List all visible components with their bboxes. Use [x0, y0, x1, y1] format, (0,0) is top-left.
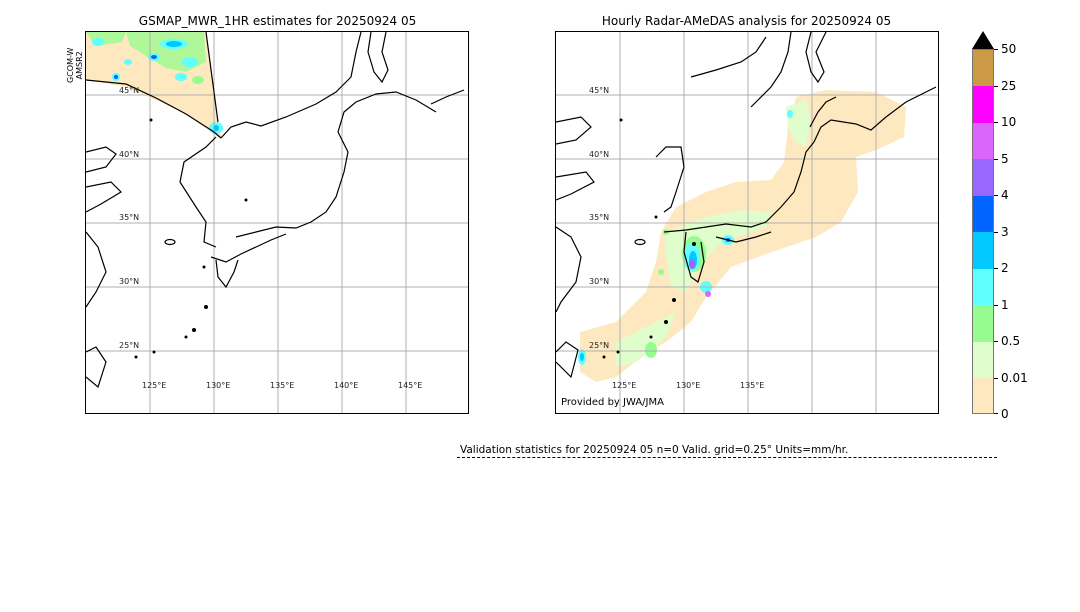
colorbar-segment-2-3: [972, 232, 994, 269]
left-lat-label-30: 30°N: [119, 277, 140, 286]
colorbar-segment-0.01-0.5: [972, 341, 994, 378]
colorbar-label-0.01: 0.01: [1001, 371, 1028, 385]
left-lon-label-135: 135°E: [270, 381, 295, 390]
sensor-label: GCOM-W AMSR2: [66, 48, 84, 83]
right-lon-label-125: 125°E: [612, 381, 637, 390]
coastlines: [556, 32, 937, 379]
colorbar-segment-0.5-1: [972, 305, 994, 342]
colorbar-segment-0-0.01: [972, 378, 994, 414]
colorbar-label-0: 0: [1001, 407, 1009, 421]
sensor-label-line2: AMSR2: [75, 51, 84, 80]
colorbar-segment-4-5: [972, 159, 994, 196]
colorbar-tick: [994, 232, 998, 233]
colorbar-label-50: 50: [1001, 42, 1017, 56]
left-lon-label-130: 130°E: [206, 381, 231, 390]
right-lon-label-135: 135°E: [740, 381, 765, 390]
left-lon-label-140: 140°E: [334, 381, 359, 390]
right-map-canvas: [556, 32, 938, 413]
left-panel-title: GSMAP_MWR_1HR estimates for 20250924 05: [138, 14, 417, 28]
right-lat-label-40: 40°N: [589, 150, 610, 159]
colorbar-label-1: 1: [1001, 298, 1009, 312]
validation-statistics: Validation statistics for 20250924 05 n=…: [460, 444, 849, 456]
colorbar-label-5: 5: [1001, 152, 1009, 166]
right-panel-title: Hourly Radar-AMeDAS analysis for 2025092…: [601, 14, 892, 28]
radar-rain-cells: [578, 100, 811, 367]
colorbar-tick: [994, 341, 998, 342]
sensor-label-line1: GCOM-W: [66, 47, 75, 83]
right-lat-label-35: 35°N: [589, 213, 610, 222]
colorbar-tick: [994, 413, 998, 414]
left-map-canvas: [86, 32, 468, 413]
radar-coverage-area: [580, 90, 906, 382]
colorbar-segment-10-25: [972, 86, 994, 123]
right-lat-label-30: 30°N: [589, 277, 610, 286]
validation-divider: [457, 457, 997, 458]
data-credit: Provided by JWA/JMA: [561, 397, 664, 408]
islands: [134, 118, 248, 359]
colorbar-segment-25-50: [972, 49, 994, 86]
precipitation-colorbar: 50 25 10 5 4 3 2 1 0.5 0.01 0: [972, 31, 1042, 420]
graticule: [556, 32, 938, 413]
colorbar-tick: [994, 195, 998, 196]
right-map: [555, 31, 939, 414]
colorbar-label-3: 3: [1001, 225, 1009, 239]
coastlines: [86, 32, 465, 389]
colorbar-label-2: 2: [1001, 261, 1009, 275]
left-lon-label-145: 145°E: [398, 381, 423, 390]
colorbar-tick: [994, 378, 998, 379]
right-lat-label-25: 25°N: [589, 341, 610, 350]
colorbar-segment-1-2: [972, 268, 994, 305]
colorbar-tick: [994, 49, 998, 50]
swath-rain-cells: [86, 32, 223, 134]
left-lat-label-40: 40°N: [119, 150, 140, 159]
colorbar-extend-arrow-icon: [972, 31, 994, 49]
islands: [602, 118, 696, 359]
left-lat-label-45: 45°N: [119, 86, 140, 95]
colorbar-tick: [994, 305, 998, 306]
left-lat-label-25: 25°N: [119, 341, 140, 350]
left-map: [85, 31, 469, 414]
colorbar-tick: [994, 86, 998, 87]
colorbar-segment-5-10: [972, 122, 994, 159]
left-lat-label-35: 35°N: [119, 213, 140, 222]
colorbar-tick: [994, 159, 998, 160]
right-lat-label-45: 45°N: [589, 86, 610, 95]
right-lon-label-130: 130°E: [676, 381, 701, 390]
colorbar-label-10: 10: [1001, 115, 1017, 129]
left-lon-label-125: 125°E: [142, 381, 167, 390]
colorbar-label-0.5: 0.5: [1001, 334, 1021, 348]
colorbar-tick: [994, 268, 998, 269]
colorbar-label-4: 4: [1001, 188, 1009, 202]
colorbar-label-25: 25: [1001, 79, 1017, 93]
colorbar-tick: [994, 122, 998, 123]
colorbar-segment-3-4: [972, 195, 994, 232]
